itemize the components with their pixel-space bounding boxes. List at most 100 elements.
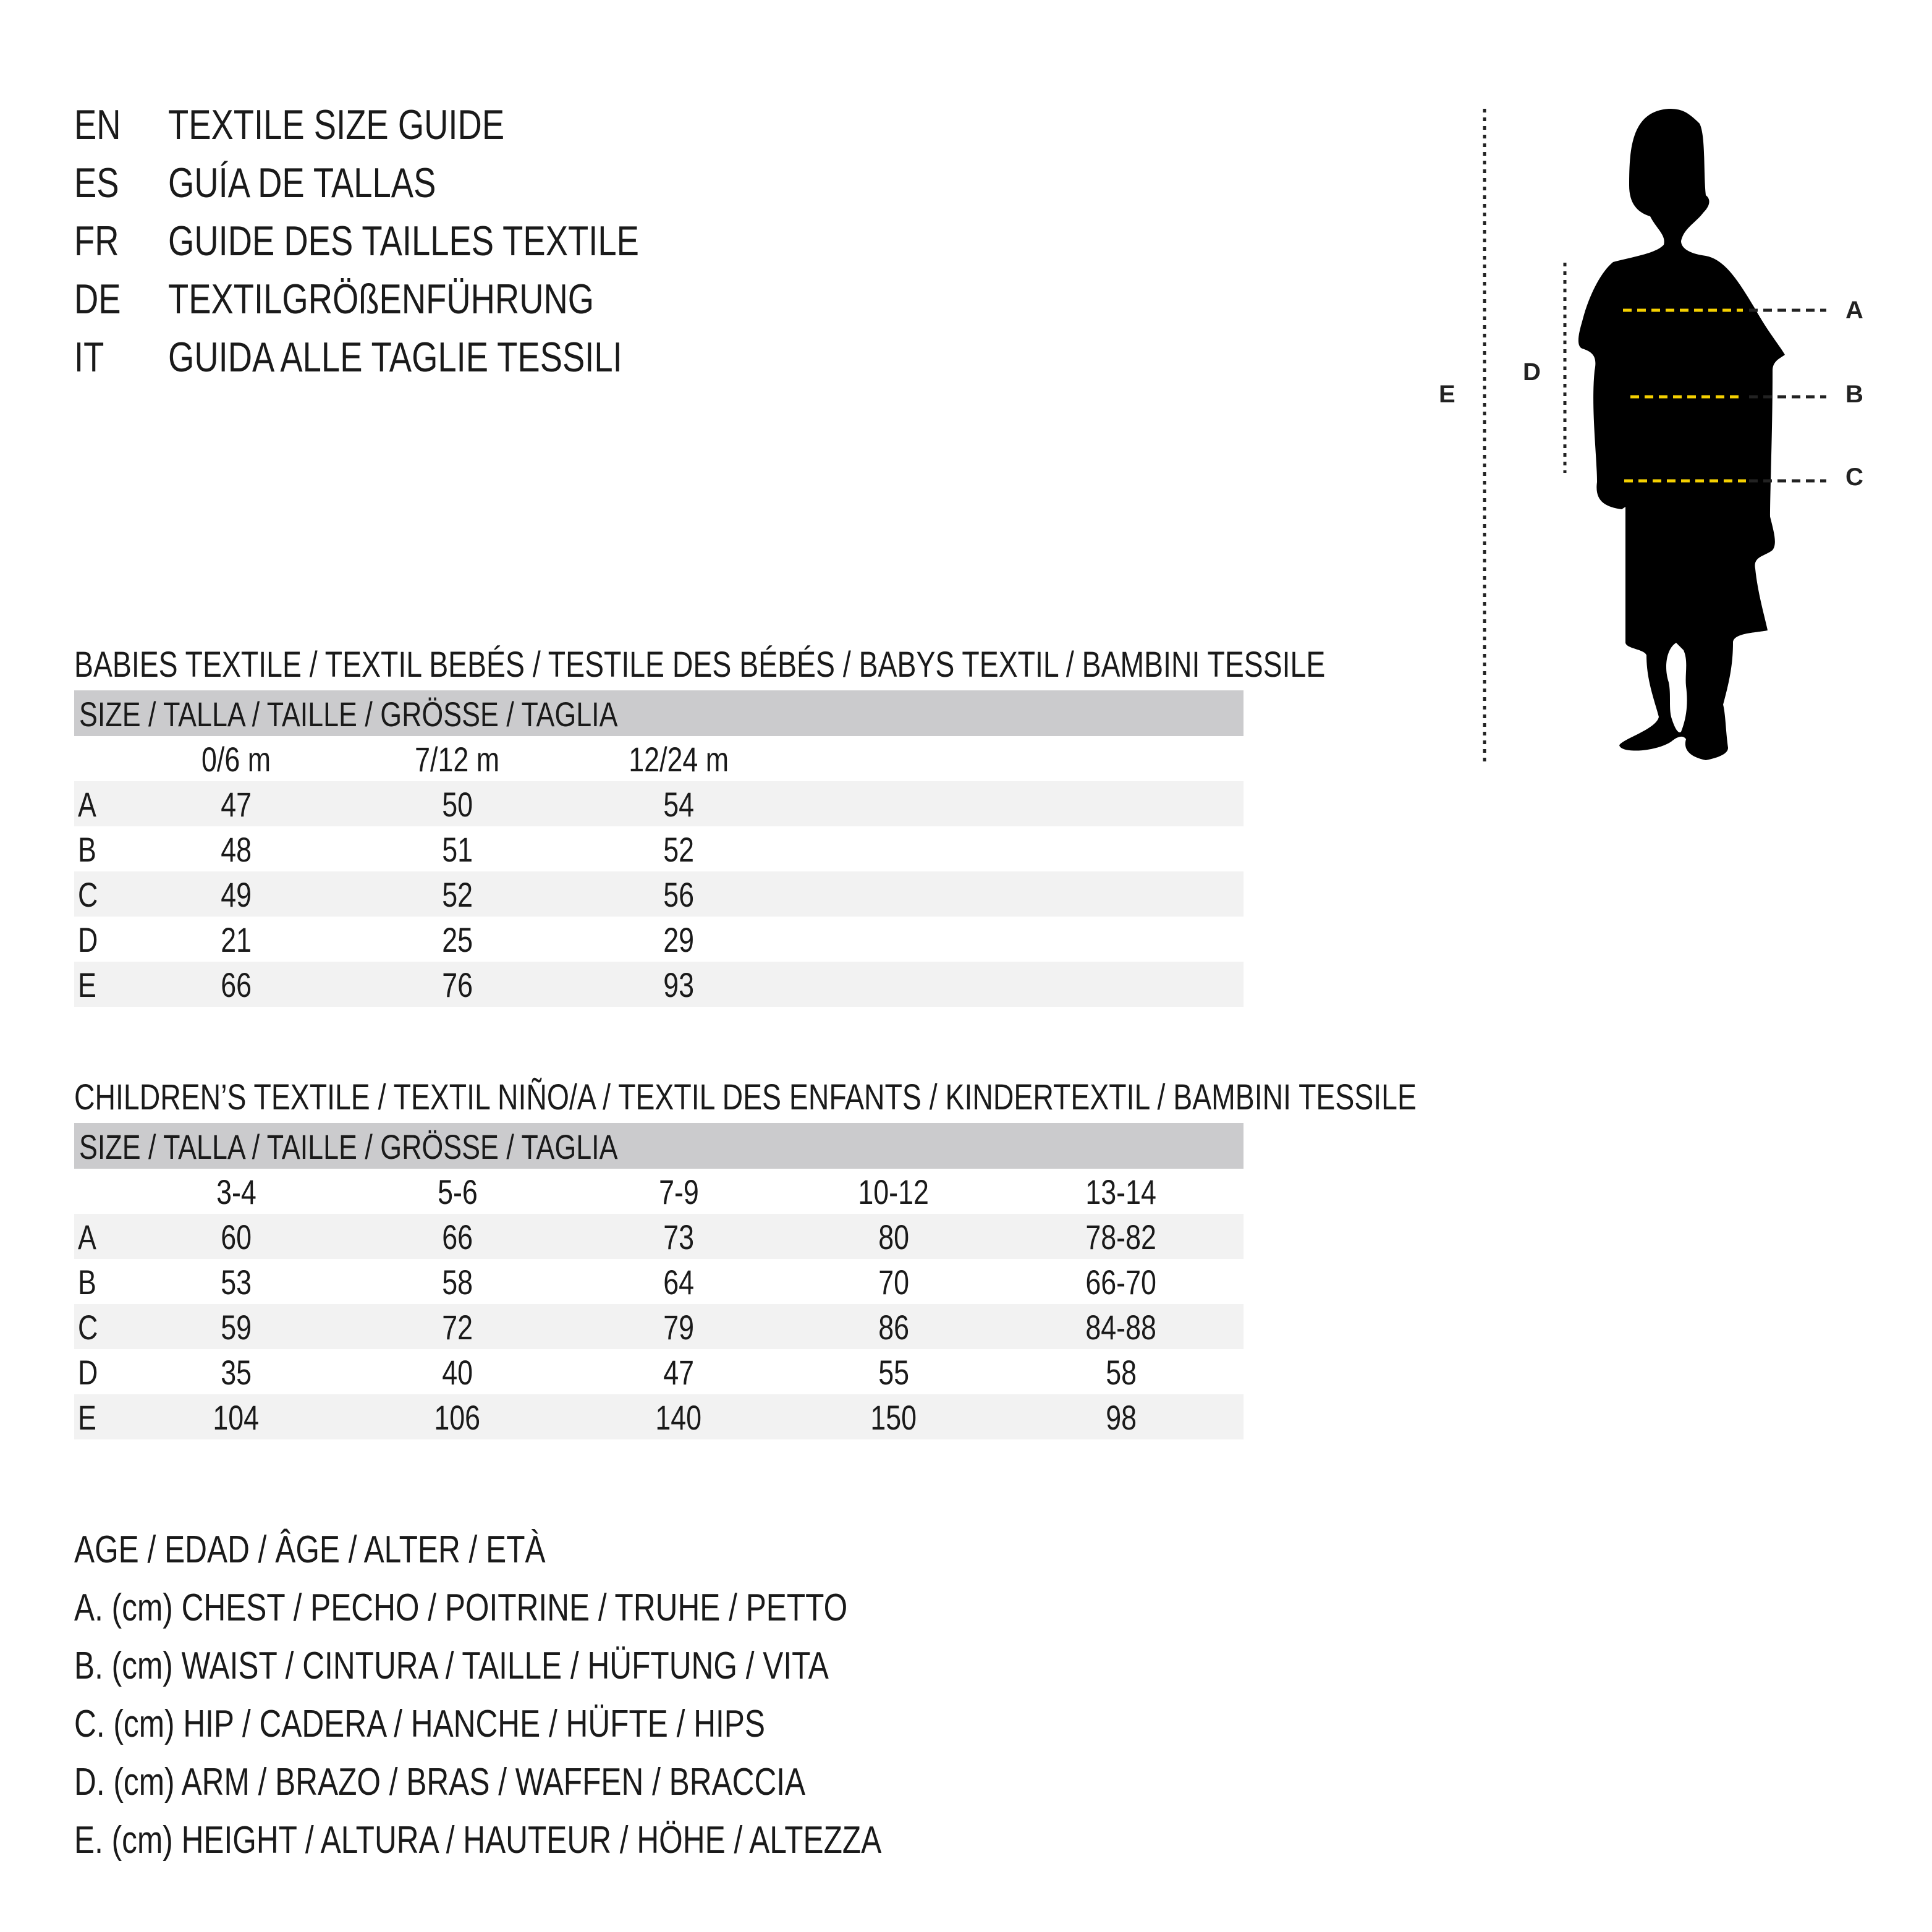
table-cell: 150 xyxy=(820,1394,968,1441)
table-cell-text: 66-70 xyxy=(1085,1263,1157,1302)
table-row: A 47 50 54 xyxy=(74,781,1244,826)
table-cell-text: 78-82 xyxy=(1085,1218,1157,1256)
language-code-text: DE xyxy=(74,276,121,323)
row-label-text: C xyxy=(78,1308,98,1347)
size-table: SIZE / TALLA / TAILLE / GRÖSSE / TAGLIA 3… xyxy=(74,1123,1244,1439)
table-cell: 55 xyxy=(820,1349,968,1396)
table-cell: 50 xyxy=(383,781,532,828)
legend-item: D. (cm) ARM / BRAZO / BRAS / WAFFEN / BR… xyxy=(74,1758,988,1807)
legend-item-text: E. (cm) HEIGHT / ALTURA / HAUTEUR / HÖHE… xyxy=(74,1819,882,1862)
column-header: 0/6 m xyxy=(162,736,310,783)
table-cell: 93 xyxy=(604,962,753,1009)
child-silhouette-icon xyxy=(1578,109,1785,760)
column-header-text: 0/6 m xyxy=(201,740,271,779)
section-heading: CHILDREN’S TEXTILE / TEXTIL NIÑO/A / TEX… xyxy=(74,1076,1752,1119)
table-cell-text: 106 xyxy=(434,1398,481,1437)
title-text-text: GUÍA DE TALLAS xyxy=(168,159,436,206)
row-label: D xyxy=(78,917,103,964)
language-code-text: ES xyxy=(74,159,119,206)
table-cell-text: 66 xyxy=(221,965,252,1004)
table-cell: 60 xyxy=(162,1214,310,1261)
table-cell: 52 xyxy=(383,871,532,918)
table-cell: 58 xyxy=(1047,1349,1195,1396)
row-label-text: C xyxy=(78,875,98,914)
table-cell: 79 xyxy=(604,1304,753,1351)
column-header-row: 0/6 m 7/12 m 12/24 m xyxy=(74,736,1244,781)
table-cell-text: 140 xyxy=(655,1398,702,1437)
row-label: C xyxy=(78,871,103,918)
table-cell-text: 35 xyxy=(221,1353,252,1392)
row-label: D xyxy=(78,1349,103,1396)
legend-item-text: AGE / EDAD / ÂGE / ALTER / ETÀ xyxy=(74,1528,546,1571)
row-label: C xyxy=(78,1304,103,1351)
table-cell-text: 70 xyxy=(878,1263,909,1302)
table-row: D 21 25 29 xyxy=(74,917,1244,962)
size-header-band-text: SIZE / TALLA / TAILLE / GRÖSSE / TAGLIA xyxy=(79,695,618,734)
table-cell-text: 54 xyxy=(663,785,694,824)
table-cell: 47 xyxy=(162,781,310,828)
table-cell-text: 48 xyxy=(221,830,252,869)
title-text: GUIDE DES TAILLES TEXTILE xyxy=(168,216,756,266)
table-cell-text: 79 xyxy=(663,1308,694,1347)
table-cell-text: 56 xyxy=(663,875,694,914)
column-header: 3-4 xyxy=(162,1169,310,1216)
table-cell: 40 xyxy=(383,1349,532,1396)
table-cell: 84-88 xyxy=(1047,1304,1195,1351)
table-cell-text: 58 xyxy=(1106,1353,1137,1392)
table-cell-text: 64 xyxy=(663,1263,694,1302)
table-row: A 60 66 73 80 78-82 xyxy=(74,1214,1244,1259)
table-cell-text: 50 xyxy=(442,785,473,824)
table-cell: 66 xyxy=(383,1214,532,1261)
language-code-text: IT xyxy=(74,334,104,381)
legend-item: A. (cm) CHEST / PECHO / POITRINE / TRUHE… xyxy=(74,1583,1041,1633)
table-cell-text: 29 xyxy=(663,920,694,959)
language-code-text: FR xyxy=(74,218,119,265)
label-a: A xyxy=(1845,297,1863,324)
row-label-text: D xyxy=(78,920,98,959)
language-code-text: EN xyxy=(74,101,121,148)
column-header-text: 10-12 xyxy=(858,1172,930,1211)
column-header-text: 13-14 xyxy=(1085,1172,1157,1211)
legend-item: B. (cm) WAIST / CINTURA / TAILLE / HÜFTU… xyxy=(74,1642,1017,1691)
column-header-text: 7-9 xyxy=(658,1172,699,1211)
size-header-band: SIZE / TALLA / TAILLE / GRÖSSE / TAGLIA xyxy=(74,690,1244,736)
row-label: A xyxy=(78,1214,101,1261)
table-cell-text: 80 xyxy=(878,1218,909,1256)
table-cell-text: 58 xyxy=(442,1263,473,1302)
column-header-text: 7/12 m xyxy=(415,740,500,779)
table-cell-text: 72 xyxy=(442,1308,473,1347)
language-code: DE xyxy=(74,274,132,324)
table-cell: 51 xyxy=(383,826,532,873)
column-header: 10-12 xyxy=(820,1169,968,1216)
table-row: D 35 40 47 55 58 xyxy=(74,1349,1244,1394)
language-code: IT xyxy=(74,333,111,382)
table-cell: 70 xyxy=(820,1259,968,1306)
label-d: D xyxy=(1523,358,1541,386)
table-cell: 64 xyxy=(604,1259,753,1306)
table-cell-text: 51 xyxy=(442,830,473,869)
table-cell: 54 xyxy=(604,781,753,828)
table-cell-text: 60 xyxy=(221,1218,252,1256)
title-text-text: GUIDE DES TAILLES TEXTILE xyxy=(168,218,639,265)
table-cell: 59 xyxy=(162,1304,310,1351)
table-cell-text: 93 xyxy=(663,965,694,1004)
table-cell-text: 49 xyxy=(221,875,252,914)
section-heading-text: BABIES TEXTILE / TEXTIL BEBÉS / TESTILE … xyxy=(74,645,1326,685)
column-header: 13-14 xyxy=(1047,1169,1195,1216)
table-cell: 49 xyxy=(162,871,310,918)
table-cell: 25 xyxy=(383,917,532,964)
column-header: 7/12 m xyxy=(383,736,532,783)
column-header: 5-6 xyxy=(383,1169,532,1216)
legend-item: E. (cm) HEIGHT / ALTURA / HAUTEUR / HÖHE… xyxy=(74,1816,1083,1865)
table-cell: 72 xyxy=(383,1304,532,1351)
table-cell-text: 47 xyxy=(663,1353,694,1392)
row-label-text: B xyxy=(78,1263,96,1302)
table-cell: 53 xyxy=(162,1259,310,1306)
table-cell: 29 xyxy=(604,917,753,964)
title-text-text: TEXTILE SIZE GUIDE xyxy=(168,101,505,148)
legend-item: C. (cm) HIP / CADERA / HANCHE / HÜFTE / … xyxy=(74,1700,938,1749)
row-label: B xyxy=(78,826,101,873)
table-cell: 48 xyxy=(162,826,310,873)
table-cell-text: 84-88 xyxy=(1085,1308,1157,1347)
